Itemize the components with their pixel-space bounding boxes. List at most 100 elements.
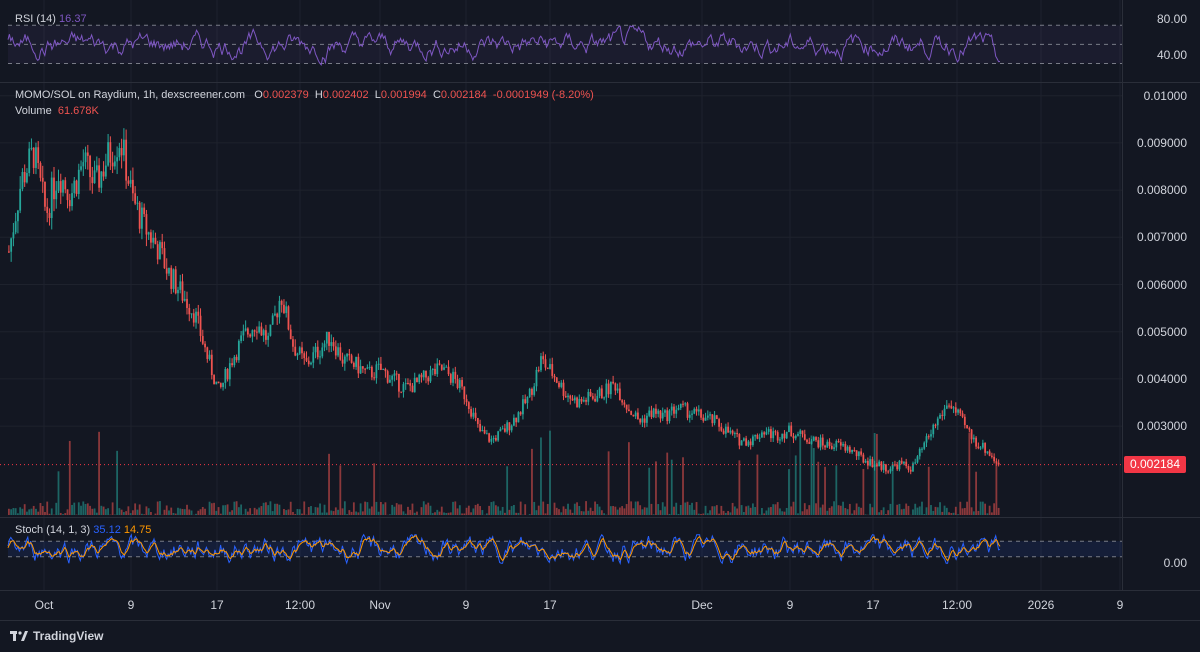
candle-body xyxy=(666,410,668,421)
candle-body xyxy=(587,392,589,402)
volume-bar xyxy=(73,503,75,515)
volume-bar xyxy=(481,510,483,515)
candle-body xyxy=(542,356,544,359)
candle-body xyxy=(921,449,923,450)
volume-bar xyxy=(346,514,348,515)
volume-bar xyxy=(998,508,1000,515)
volume-bar xyxy=(360,503,362,515)
volume-bar xyxy=(164,510,166,515)
volume-bar xyxy=(752,503,754,515)
volume-bar xyxy=(22,509,24,515)
candle-body xyxy=(779,439,781,440)
volume-bar xyxy=(274,504,276,515)
volume-bar xyxy=(184,509,186,515)
candle-body xyxy=(328,332,330,346)
volume-bar xyxy=(964,508,966,515)
candle-body xyxy=(504,428,506,431)
volume-bar xyxy=(443,512,445,515)
volume-bar xyxy=(840,506,842,515)
stoch-pane[interactable]: Stoch (14, 1, 3) 35.12 14.75 xyxy=(0,518,1122,590)
candle-body xyxy=(274,314,276,316)
volume-bar xyxy=(991,512,993,515)
candle-body xyxy=(486,433,488,434)
candle-body xyxy=(637,413,639,419)
tradingview-logo[interactable]: TradingView xyxy=(10,629,103,643)
candle-body xyxy=(838,441,840,442)
candle-body xyxy=(297,354,299,356)
ohlc-legend: MOMO/SOL on Raydium, 1h, dexscreener.com… xyxy=(15,89,594,101)
candle-body xyxy=(662,413,664,419)
candle-body xyxy=(840,442,842,445)
volume-bar xyxy=(869,504,871,515)
volume-bar xyxy=(851,514,853,515)
candle-body xyxy=(62,180,64,192)
volume-bar xyxy=(461,513,463,515)
volume-bar xyxy=(191,511,193,515)
volume-bar xyxy=(256,509,258,515)
candle-body xyxy=(770,429,772,438)
candle-body xyxy=(13,232,15,238)
candle-body xyxy=(416,378,418,382)
candle-body xyxy=(675,410,677,414)
candle-body xyxy=(389,380,391,383)
candle-body xyxy=(849,447,851,452)
candle-body xyxy=(249,335,251,337)
candle-body xyxy=(799,430,801,433)
volume-bar xyxy=(536,510,538,515)
candle-body xyxy=(558,383,560,387)
candle-body xyxy=(170,268,172,289)
candle-body xyxy=(366,367,368,369)
volume-bar xyxy=(793,502,795,515)
volume-bar xyxy=(646,508,648,515)
volume-bar xyxy=(319,503,321,515)
volume-bar xyxy=(734,506,736,515)
candle-body xyxy=(862,455,864,463)
volume-bar xyxy=(790,506,792,515)
candle-body xyxy=(213,375,215,384)
candle-body xyxy=(35,147,37,168)
price-pane[interactable]: MOMO/SOL on Raydium, 1h, dexscreener.com… xyxy=(0,83,1122,517)
candle-body xyxy=(808,442,810,444)
candle-body xyxy=(319,356,321,357)
volume-bar xyxy=(441,507,443,515)
volume-bar xyxy=(628,442,630,515)
candle-body xyxy=(290,329,292,339)
candle-body xyxy=(206,347,208,359)
rsi-pane[interactable]: RSI (14) 16.37 xyxy=(0,0,1122,82)
volume-bar xyxy=(572,513,574,515)
volume-bar xyxy=(705,506,707,515)
candle-body xyxy=(592,396,594,399)
volume-bar xyxy=(930,505,932,515)
volume-bar xyxy=(254,508,256,515)
candle-body xyxy=(177,290,179,293)
price-tick-label: 0.009000 xyxy=(1137,136,1187,150)
candle-body xyxy=(270,325,272,336)
candle-body xyxy=(729,431,731,433)
volume-bar xyxy=(380,502,382,515)
symbol-title[interactable]: MOMO/SOL on Raydium, 1h, dexscreener.com xyxy=(15,89,245,101)
candle-body xyxy=(653,409,655,417)
candle-body xyxy=(191,313,193,314)
candle-body xyxy=(261,327,263,336)
volume-bar xyxy=(655,461,657,515)
volume-bar xyxy=(657,504,659,515)
candle-body xyxy=(551,364,553,376)
candle-body xyxy=(80,166,82,169)
volume-bar xyxy=(775,504,777,515)
volume-bar xyxy=(13,508,15,515)
candle-body xyxy=(768,429,770,432)
volume-bar xyxy=(19,507,21,515)
candle-body xyxy=(786,432,788,438)
volume-bar xyxy=(100,506,102,515)
volume-bar xyxy=(576,502,578,515)
candle-body xyxy=(164,248,166,268)
candle-body xyxy=(209,355,211,359)
candle-body xyxy=(524,399,526,403)
candle-body xyxy=(605,384,607,398)
stoch-price-scale[interactable]: 0.00 xyxy=(1122,518,1200,590)
candle-body xyxy=(60,181,62,193)
rsi-price-scale[interactable]: 80.00 40.00 xyxy=(1122,0,1200,82)
candle-body xyxy=(195,312,197,323)
